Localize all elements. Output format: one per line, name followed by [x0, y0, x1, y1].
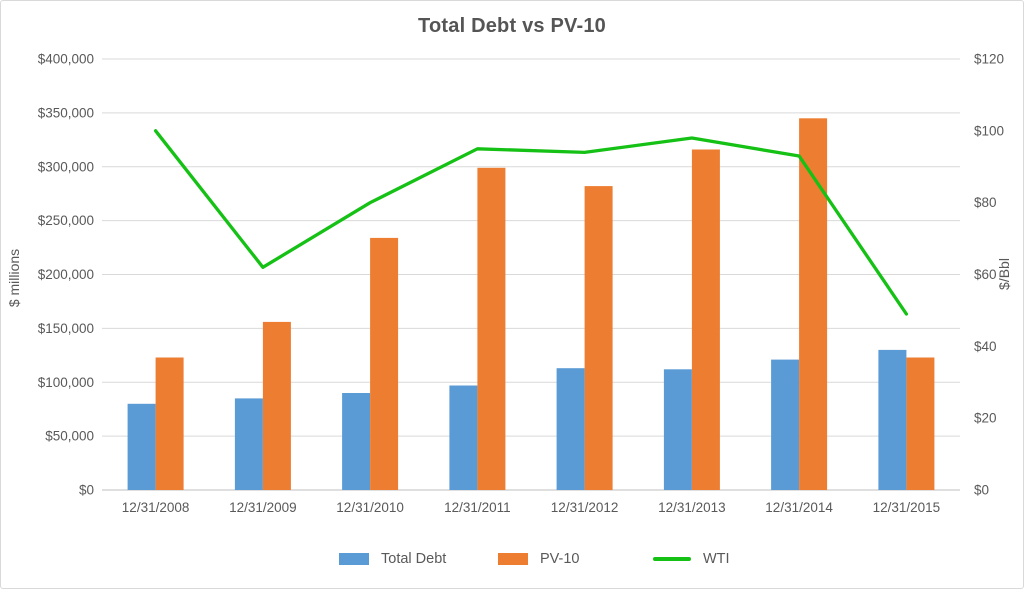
bar-pv-10-12/31/2010 — [370, 237, 399, 490]
legend-item-total-debt: Total Debt — [339, 547, 446, 571]
right-axis-tick-label: $20 — [974, 411, 997, 426]
left-axis-tick-label: $150,000 — [38, 321, 94, 336]
legend: Total Debt PV-10 WTI — [1, 547, 1023, 571]
left-axis-tick-label: $400,000 — [38, 52, 94, 67]
legend-item-wti: WTI — [653, 547, 730, 571]
bar-series-pv-10 — [155, 118, 935, 491]
bar-pv-10-12/31/2009 — [262, 321, 291, 490]
left-axis-tick-label: $200,000 — [38, 267, 94, 282]
bar-total-debt-12/31/2015 — [878, 349, 907, 490]
pv10-swatch-icon — [498, 553, 528, 565]
bar-total-debt-12/31/2013 — [663, 369, 692, 490]
legend-label-wti: WTI — [703, 551, 730, 567]
bar-pv-10-12/31/2008 — [155, 357, 184, 490]
wti-line — [153, 129, 909, 316]
total-debt-swatch-icon — [339, 553, 369, 565]
legend-label-total-debt: Total Debt — [381, 551, 447, 567]
legend-item-pv10: PV-10 — [498, 547, 580, 571]
chart-title: Total Debt vs PV-10 — [418, 15, 606, 37]
left-axis-tick-label: $250,000 — [38, 213, 94, 228]
bar-pv-10-12/31/2011 — [477, 167, 506, 491]
x-axis-labels: 12/31/2008 12/31/2009 12/31/2010 12/31/2011… — [122, 500, 940, 515]
gridlines — [102, 58, 960, 437]
right-axis-tick-label: $40 — [974, 339, 997, 354]
x-axis-label: 12/31/2012 — [551, 500, 619, 515]
bar-total-debt-12/31/2014 — [771, 359, 800, 490]
x-axis-label: 12/31/2013 — [658, 500, 726, 515]
x-axis-label: 12/31/2010 — [336, 500, 404, 515]
left-axis-tick-label: $300,000 — [38, 159, 94, 174]
x-axis-label: 12/31/2014 — [765, 500, 833, 515]
bar-total-debt-12/31/2012 — [556, 368, 585, 490]
right-axis-tick-label: $0 — [974, 483, 989, 498]
right-axis-tick-label: $120 — [974, 52, 1004, 67]
bar-pv-10-12/31/2014 — [799, 118, 828, 491]
x-axis-label: 12/31/2009 — [229, 500, 297, 515]
left-axis-tick-label: $100,000 — [38, 375, 94, 390]
right-axis-tick-label: $100 — [974, 123, 1004, 138]
right-axis-tick-label: $80 — [974, 195, 997, 210]
right-axis-title: $/Bbl — [996, 258, 1012, 290]
left-axis-tick-label: $50,000 — [45, 429, 94, 444]
bar-total-debt-12/31/2008 — [127, 403, 156, 490]
bar-series-total-debt — [127, 349, 907, 490]
bar-pv-10-12/31/2012 — [584, 186, 613, 490]
left-axis-tick-label: $350,000 — [38, 105, 94, 120]
bar-total-debt-12/31/2010 — [342, 393, 371, 490]
bar-pv-10-12/31/2015 — [906, 357, 935, 490]
x-axis-label: 12/31/2008 — [122, 500, 190, 515]
bar-total-debt-12/31/2009 — [234, 398, 263, 490]
bar-total-debt-12/31/2011 — [449, 385, 478, 490]
left-axis-title: $ millions — [6, 249, 22, 307]
right-axis-tick-labels: $0 $20 $40 $60 $80 $100 $120 — [974, 52, 1004, 498]
bar-pv-10-12/31/2013 — [691, 149, 720, 490]
x-axis-label: 12/31/2015 — [873, 500, 941, 515]
right-axis-tick-label: $60 — [974, 267, 997, 282]
x-axis-label: 12/31/2011 — [444, 500, 511, 515]
legend-label-pv10: PV-10 — [540, 551, 580, 567]
left-axis-tick-labels: $0 $50,000 $100,000 $150,000 $200,000 $250,00… — [38, 52, 94, 498]
left-axis-tick-label: $0 — [79, 483, 94, 498]
wti-line-swatch-icon — [653, 557, 691, 561]
